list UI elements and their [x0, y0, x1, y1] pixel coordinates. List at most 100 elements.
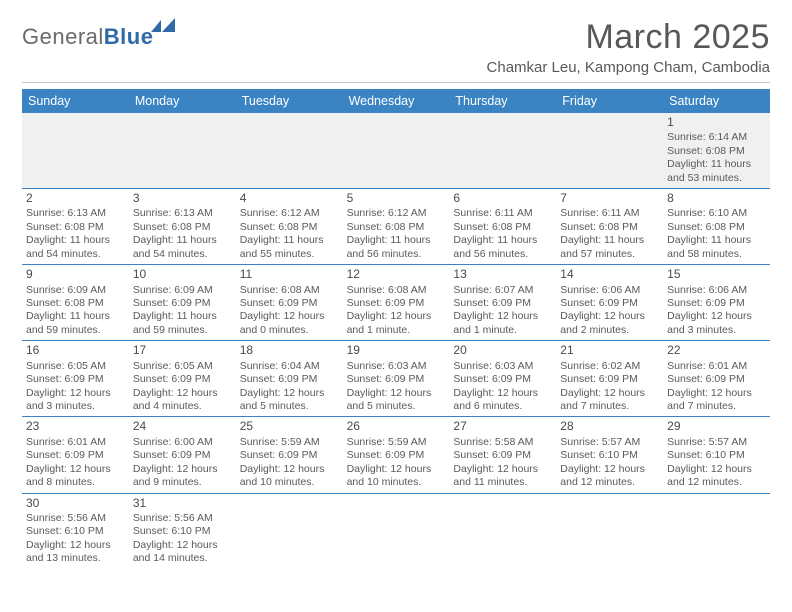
day-number: 1 [667, 115, 766, 130]
day-detail: Sunrise: 6:06 AM Sunset: 6:09 PM Dayligh… [560, 284, 659, 338]
calendar-day-empty [129, 113, 236, 188]
day-detail: Sunrise: 5:58 AM Sunset: 6:09 PM Dayligh… [453, 436, 552, 490]
day-header-mon: Monday [129, 89, 236, 113]
day-detail: Sunrise: 5:59 AM Sunset: 6:09 PM Dayligh… [347, 436, 446, 490]
calendar-day: 24 Sunrise: 6:00 AM Sunset: 6:09 PM Dayli… [129, 417, 236, 492]
day-number: 22 [667, 343, 766, 358]
brand-logo: GeneralBlue [22, 24, 181, 50]
calendar-day-empty [449, 113, 556, 188]
day-detail: Sunrise: 6:11 AM Sunset: 6:08 PM Dayligh… [560, 207, 659, 261]
page-title: March 2025 [487, 18, 770, 57]
page-header: GeneralBlue March 2025 Chamkar Leu, Kamp… [22, 18, 770, 76]
calendar-day: 1Sunrise: 6:14 AM Sunset: 6:08 PM Daylig… [663, 113, 770, 188]
calendar-day: 18 Sunrise: 6:04 AM Sunset: 6:09 PM Dayli… [236, 341, 343, 416]
day-detail: Sunrise: 6:12 AM Sunset: 6:08 PM Dayligh… [347, 207, 446, 261]
day-detail: Sunrise: 6:05 AM Sunset: 6:09 PM Dayligh… [26, 360, 125, 414]
location-subtitle: Chamkar Leu, Kampong Cham, Cambodia [487, 59, 770, 76]
day-detail: Sunrise: 6:01 AM Sunset: 6:09 PM Dayligh… [667, 360, 766, 414]
calendar-week: 9 Sunrise: 6:09 AM Sunset: 6:08 PM Daylig… [22, 265, 770, 341]
day-number: 24 [133, 419, 232, 434]
header-divider [22, 82, 770, 83]
day-number: 17 [133, 343, 232, 358]
calendar-day: 16 Sunrise: 6:05 AM Sunset: 6:09 PM Dayli… [22, 341, 129, 416]
day-number: 18 [240, 343, 339, 358]
brand-part2: Blue [104, 24, 154, 49]
calendar-day: 28 Sunrise: 5:57 AM Sunset: 6:10 PM Dayli… [556, 417, 663, 492]
day-header-wed: Wednesday [343, 89, 450, 113]
day-detail: Sunrise: 5:57 AM Sunset: 6:10 PM Dayligh… [560, 436, 659, 490]
day-detail: Sunrise: 6:03 AM Sunset: 6:09 PM Dayligh… [453, 360, 552, 414]
calendar-day: 3Sunrise: 6:13 AM Sunset: 6:08 PM Daylig… [129, 189, 236, 264]
day-number: 11 [240, 267, 339, 282]
calendar-week: 23 Sunrise: 6:01 AM Sunset: 6:09 PM Dayli… [22, 417, 770, 493]
calendar-day: 2Sunrise: 6:13 AM Sunset: 6:08 PM Daylig… [22, 189, 129, 264]
calendar-day-empty [449, 494, 556, 569]
day-detail: Sunrise: 6:12 AM Sunset: 6:08 PM Dayligh… [240, 207, 339, 261]
calendar-day-empty [236, 113, 343, 188]
day-number: 2 [26, 191, 125, 206]
day-detail: Sunrise: 6:01 AM Sunset: 6:09 PM Dayligh… [26, 436, 125, 490]
day-detail: Sunrise: 6:10 AM Sunset: 6:08 PM Dayligh… [667, 207, 766, 261]
calendar-day: 4Sunrise: 6:12 AM Sunset: 6:08 PM Daylig… [236, 189, 343, 264]
day-header-sat: Saturday [663, 89, 770, 113]
day-header-fri: Friday [556, 89, 663, 113]
calendar-day: 26 Sunrise: 5:59 AM Sunset: 6:09 PM Dayli… [343, 417, 450, 492]
calendar-body: 1Sunrise: 6:14 AM Sunset: 6:08 PM Daylig… [22, 113, 770, 569]
day-detail: Sunrise: 6:04 AM Sunset: 6:09 PM Dayligh… [240, 360, 339, 414]
day-detail: Sunrise: 6:06 AM Sunset: 6:09 PM Dayligh… [667, 284, 766, 338]
day-number: 31 [133, 496, 232, 511]
day-number: 20 [453, 343, 552, 358]
day-number: 19 [347, 343, 446, 358]
calendar-day: 6Sunrise: 6:11 AM Sunset: 6:08 PM Daylig… [449, 189, 556, 264]
calendar-header-row: Sunday Monday Tuesday Wednesday Thursday… [22, 89, 770, 113]
calendar-day: 7Sunrise: 6:11 AM Sunset: 6:08 PM Daylig… [556, 189, 663, 264]
day-detail: Sunrise: 6:07 AM Sunset: 6:09 PM Dayligh… [453, 284, 552, 338]
calendar-day: 8Sunrise: 6:10 AM Sunset: 6:08 PM Daylig… [663, 189, 770, 264]
calendar-day: 5Sunrise: 6:12 AM Sunset: 6:08 PM Daylig… [343, 189, 450, 264]
calendar-week: 30Sunrise: 5:56 AM Sunset: 6:10 PM Dayli… [22, 494, 770, 569]
day-detail: Sunrise: 5:56 AM Sunset: 6:10 PM Dayligh… [26, 512, 125, 566]
day-header-sun: Sunday [22, 89, 129, 113]
day-number: 10 [133, 267, 232, 282]
calendar-day: 29Sunrise: 5:57 AM Sunset: 6:10 PM Dayli… [663, 417, 770, 492]
calendar-week: 1Sunrise: 6:14 AM Sunset: 6:08 PM Daylig… [22, 113, 770, 189]
day-detail: Sunrise: 6:09 AM Sunset: 6:08 PM Dayligh… [26, 284, 125, 338]
calendar-day: 12Sunrise: 6:08 AM Sunset: 6:09 PM Dayli… [343, 265, 450, 340]
calendar-day: 17 Sunrise: 6:05 AM Sunset: 6:09 PM Dayli… [129, 341, 236, 416]
day-detail: Sunrise: 6:13 AM Sunset: 6:08 PM Dayligh… [26, 207, 125, 261]
day-number: 12 [347, 267, 446, 282]
day-detail: Sunrise: 6:02 AM Sunset: 6:09 PM Dayligh… [560, 360, 659, 414]
calendar-day-empty [343, 113, 450, 188]
calendar-day: 19 Sunrise: 6:03 AM Sunset: 6:09 PM Dayli… [343, 341, 450, 416]
day-number: 26 [347, 419, 446, 434]
day-number: 23 [26, 419, 125, 434]
day-detail: Sunrise: 5:56 AM Sunset: 6:10 PM Dayligh… [133, 512, 232, 566]
day-detail: Sunrise: 6:13 AM Sunset: 6:08 PM Dayligh… [133, 207, 232, 261]
calendar-day: 30Sunrise: 5:56 AM Sunset: 6:10 PM Dayli… [22, 494, 129, 569]
day-number: 27 [453, 419, 552, 434]
day-number: 9 [26, 267, 125, 282]
day-number: 28 [560, 419, 659, 434]
calendar-day: 27 Sunrise: 5:58 AM Sunset: 6:09 PM Dayli… [449, 417, 556, 492]
day-detail: Sunrise: 6:00 AM Sunset: 6:09 PM Dayligh… [133, 436, 232, 490]
day-header-tue: Tuesday [236, 89, 343, 113]
calendar-day-empty [556, 113, 663, 188]
calendar-day: 31Sunrise: 5:56 AM Sunset: 6:10 PM Dayli… [129, 494, 236, 569]
calendar-day: 21Sunrise: 6:02 AM Sunset: 6:09 PM Dayli… [556, 341, 663, 416]
day-detail: Sunrise: 5:59 AM Sunset: 6:09 PM Dayligh… [240, 436, 339, 490]
day-detail: Sunrise: 6:03 AM Sunset: 6:09 PM Dayligh… [347, 360, 446, 414]
flag-icon [151, 18, 177, 41]
brand-text: GeneralBlue [22, 24, 153, 50]
day-number: 7 [560, 191, 659, 206]
day-number: 16 [26, 343, 125, 358]
calendar-week: 16 Sunrise: 6:05 AM Sunset: 6:09 PM Dayli… [22, 341, 770, 417]
day-detail: Sunrise: 6:09 AM Sunset: 6:09 PM Dayligh… [133, 284, 232, 338]
day-detail: Sunrise: 6:11 AM Sunset: 6:08 PM Dayligh… [453, 207, 552, 261]
calendar-day: 14Sunrise: 6:06 AM Sunset: 6:09 PM Dayli… [556, 265, 663, 340]
calendar-day: 10 Sunrise: 6:09 AM Sunset: 6:09 PM Dayli… [129, 265, 236, 340]
calendar-day: 9 Sunrise: 6:09 AM Sunset: 6:08 PM Daylig… [22, 265, 129, 340]
calendar-day: 11Sunrise: 6:08 AM Sunset: 6:09 PM Dayli… [236, 265, 343, 340]
day-number: 3 [133, 191, 232, 206]
calendar-day-empty [556, 494, 663, 569]
day-detail: Sunrise: 6:05 AM Sunset: 6:09 PM Dayligh… [133, 360, 232, 414]
